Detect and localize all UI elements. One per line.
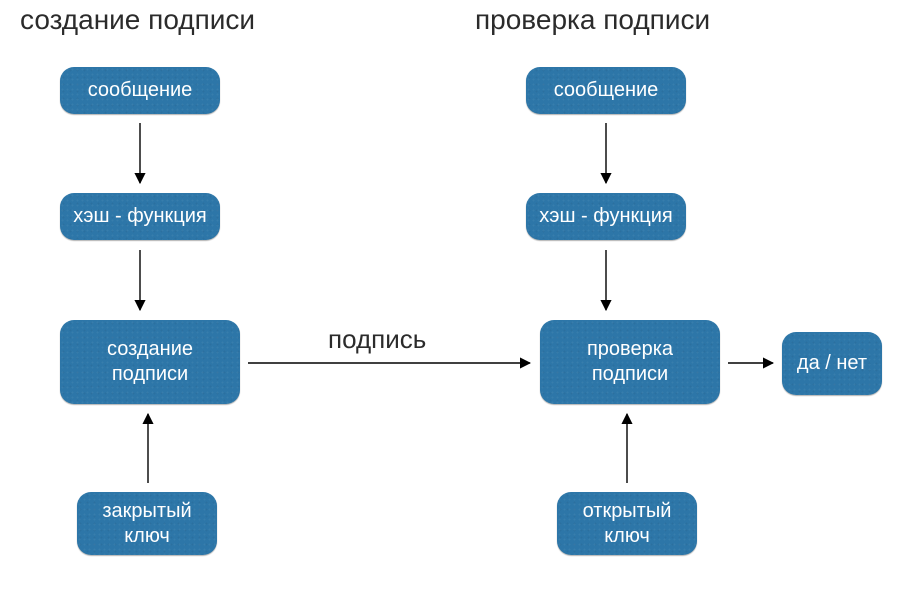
node-private-key: закрытыйключ <box>77 492 217 555</box>
node-hash-left: хэш - функция <box>60 193 220 240</box>
title-right: проверка подписи <box>475 4 710 36</box>
node-result: да / нет <box>782 332 882 395</box>
node-verify: проверкаподписи <box>540 320 720 404</box>
node-message-left: сообщение <box>60 67 220 114</box>
node-message-right: сообщение <box>526 67 686 114</box>
node-public-key: открытыйключ <box>557 492 697 555</box>
node-hash-right: хэш - функция <box>526 193 686 240</box>
node-sign: созданиеподписи <box>60 320 240 404</box>
edge-label-signature: подпись <box>328 324 426 355</box>
title-left: создание подписи <box>20 4 255 36</box>
